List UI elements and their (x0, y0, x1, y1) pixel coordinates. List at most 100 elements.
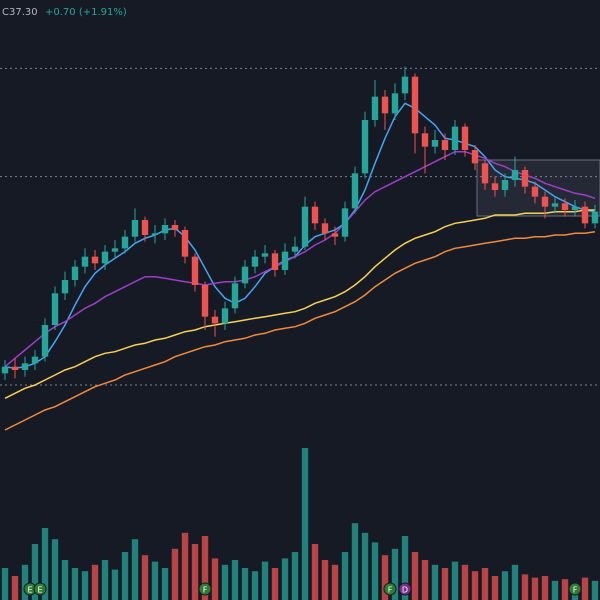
event-marker (568, 582, 582, 596)
candle-body (231, 283, 239, 309)
moving-average-line (4, 209, 595, 399)
event-label: F (203, 586, 208, 595)
volume-bar (261, 561, 269, 600)
event-marker (398, 582, 412, 596)
candle-body (341, 208, 349, 237)
volume-bar (291, 552, 299, 600)
volume-bar (131, 539, 139, 600)
candle-body (531, 186, 539, 197)
volume-bar (81, 571, 89, 600)
volume-bar (271, 568, 279, 600)
candle-body (361, 120, 369, 174)
candle-body (11, 366, 19, 370)
volume-bar (61, 560, 69, 600)
volume-bar (241, 568, 249, 600)
candle-body (301, 206, 309, 247)
volume-bar (251, 571, 259, 600)
volume-bar (481, 568, 489, 600)
volume-bar (561, 579, 569, 600)
volume-bar (21, 564, 29, 600)
volume-bar (581, 577, 589, 600)
candle-body (31, 356, 39, 364)
candle-body (581, 206, 589, 224)
volume-bar (141, 555, 149, 600)
volume-bar (361, 532, 369, 600)
volume-bar (521, 574, 529, 600)
volume-bar (421, 560, 429, 600)
volume-bar (531, 577, 539, 600)
volume-bar (1, 568, 9, 600)
candle-body (51, 293, 59, 325)
candle-body (261, 253, 269, 257)
volume-bar (431, 564, 439, 600)
candle-body (391, 93, 399, 114)
volume-bar (371, 542, 379, 600)
candle-body (491, 183, 499, 190)
close-readout: C37.30 (2, 7, 38, 18)
volume-bar (211, 558, 219, 600)
volume-bar (341, 552, 349, 600)
volume-bar (111, 569, 119, 600)
moving-average-line (4, 150, 596, 368)
volume-bar (101, 560, 109, 600)
candle-body (121, 236, 129, 249)
candle-body (191, 256, 199, 285)
candle-body (401, 76, 409, 94)
volume-bar (351, 523, 359, 600)
volume-bar (41, 528, 49, 600)
candle-body (511, 170, 519, 180)
volume-bar (51, 539, 59, 600)
candle-body (21, 363, 29, 370)
event-label: D (402, 586, 408, 595)
volume-bar (31, 544, 39, 600)
candle-body (211, 316, 219, 324)
candle-body (451, 126, 459, 150)
candle-body (71, 266, 79, 280)
candle-body (471, 150, 479, 164)
volume-bar (451, 561, 459, 600)
volume-bar (511, 564, 519, 600)
volume-bar (91, 564, 99, 600)
candle-body (311, 206, 319, 224)
candle-body (331, 233, 339, 237)
volume-bar (381, 555, 389, 600)
volume-bar (71, 568, 79, 600)
volume-bar (471, 571, 479, 600)
candle-body (61, 280, 69, 294)
event-marker (198, 582, 212, 596)
candle-body (131, 220, 139, 237)
candle-body (351, 173, 359, 209)
volume-bar (501, 571, 509, 600)
candle-body (421, 133, 429, 147)
candle-body (251, 256, 259, 267)
volume-bar (11, 576, 19, 600)
volume-bar (281, 558, 289, 600)
candle-body (521, 170, 529, 187)
event-label: E (27, 586, 32, 595)
event-label: F (573, 586, 578, 595)
candle-body (561, 203, 569, 210)
volume-bar (121, 552, 129, 600)
volume-bar (151, 561, 159, 600)
candle-body (241, 266, 249, 284)
moving-average-line (4, 102, 596, 370)
candle-body (81, 256, 89, 267)
volume-bar (231, 560, 239, 600)
event-marker (383, 582, 397, 596)
candle-body (481, 163, 489, 184)
candle-body (271, 253, 279, 270)
candle-body (281, 251, 289, 270)
volume-bar (321, 560, 329, 600)
candle-body (381, 96, 389, 114)
volume-bar (491, 576, 499, 600)
volume-bar (441, 568, 449, 600)
volume-bar (461, 564, 469, 600)
candle-body (111, 248, 119, 252)
volume-bar (201, 536, 209, 600)
volume-bar (311, 544, 319, 600)
volume-bar (301, 448, 309, 600)
candle-body (551, 203, 559, 207)
candle-body (141, 220, 149, 235)
